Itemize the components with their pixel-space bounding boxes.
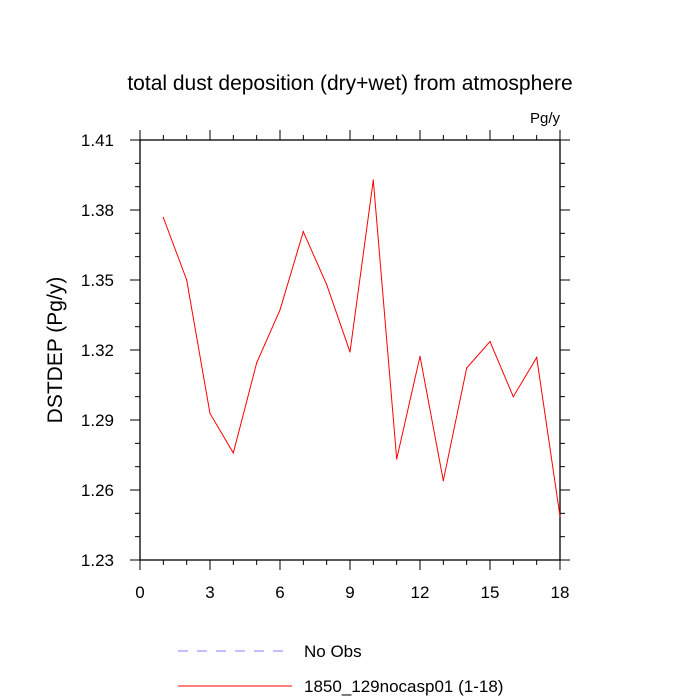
y-tick-label: 1.35	[81, 271, 114, 290]
x-tick-label: 18	[551, 583, 570, 602]
data-point	[279, 309, 281, 311]
units-label: Pg/y	[530, 110, 561, 127]
data-point	[419, 355, 421, 357]
x-tick-label: 15	[481, 583, 500, 602]
data-point	[186, 279, 188, 281]
y-tick-label: 1.23	[81, 551, 114, 570]
chart-title: total dust deposition (dry+wet) from atm…	[127, 72, 572, 95]
data-point	[302, 231, 304, 233]
x-tick-label: 0	[135, 583, 144, 602]
data-point	[396, 458, 398, 460]
data-point	[232, 452, 234, 454]
x-tick-label: 12	[411, 583, 430, 602]
y-tick-label: 1.29	[81, 411, 114, 430]
y-tick-label: 1.41	[81, 131, 114, 150]
x-tick-label: 3	[205, 583, 214, 602]
data-point	[512, 396, 514, 398]
y-tick-label: 1.32	[81, 341, 114, 360]
data-point	[559, 515, 561, 517]
data-point	[162, 216, 164, 219]
x-tick-label: 9	[345, 583, 354, 602]
data-point	[442, 480, 444, 482]
data-point	[209, 412, 211, 415]
series-line	[162, 180, 561, 517]
x-tick-label: 6	[275, 583, 284, 602]
data-point	[536, 356, 538, 359]
y-tick-label: 1.26	[81, 481, 114, 500]
legend-label: 1850_129nocasp01 (1-18)	[304, 677, 503, 696]
legend: No Obs 1850_129nocasp01 (1-18)	[178, 642, 503, 696]
data-point	[256, 362, 258, 364]
data-point	[349, 351, 351, 353]
data-point	[326, 284, 328, 286]
legend-label: No Obs	[304, 642, 362, 661]
data-point	[372, 179, 374, 181]
data-point	[466, 367, 468, 369]
y-axis-label: DSTDEP (Pg/y)	[44, 277, 67, 424]
data-point	[489, 341, 491, 343]
plot-area: 0 3 6 9 12 15 18 1.23 1.26 1.29 1.32 1.35 1.38 1.41	[81, 130, 570, 602]
y-tick-label: 1.38	[81, 201, 114, 220]
